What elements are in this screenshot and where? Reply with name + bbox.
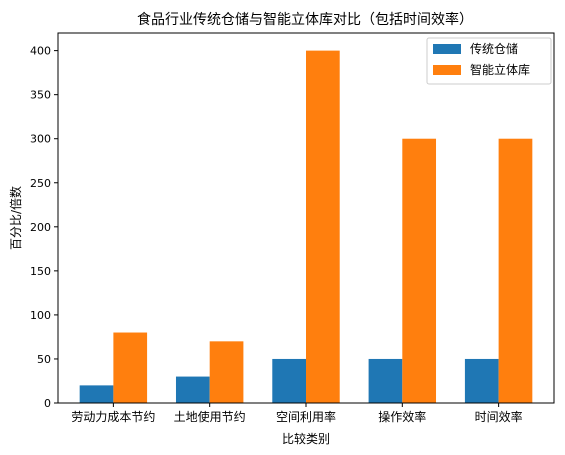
y-axis-label: 百分比/倍数 <box>8 186 23 250</box>
y-tick-label: 300 <box>30 133 51 146</box>
y-tick-label: 50 <box>37 353 51 366</box>
bar-series-1-cat-2 <box>306 50 340 403</box>
y-tick-label: 400 <box>30 45 51 58</box>
bar-series-0-cat-2 <box>272 358 306 403</box>
y-tick-label: 350 <box>30 89 51 102</box>
bar-series-0-cat-4 <box>464 358 499 403</box>
x-tick-label: 土地使用节约 <box>174 409 246 424</box>
legend-swatch-smart <box>433 65 461 75</box>
legend-label-traditional: 传统仓储 <box>470 41 518 56</box>
x-axis-label: 比较类别 <box>282 431 330 446</box>
y-axis: 0 50 100 150 200 250 300 350 400 <box>30 45 58 410</box>
bar-series-0-cat-0 <box>79 385 114 403</box>
bar-series-1-cat-1 <box>209 341 244 403</box>
plot-frame <box>57 32 555 404</box>
legend-swatch-traditional <box>433 44 461 54</box>
bar-series-1-cat-4 <box>498 138 533 403</box>
x-tick-label: 空间利用率 <box>276 409 336 424</box>
x-tick-label: 操作效率 <box>378 409 426 424</box>
y-tick-label: 150 <box>30 265 51 278</box>
legend: 传统仓储 智能立体库 <box>426 37 552 85</box>
chart-title: 食品行业传统仓储与智能立体库对比（包括时间效率） <box>137 11 473 28</box>
y-tick-label: 100 <box>30 309 51 322</box>
y-tick-label: 200 <box>30 221 51 234</box>
y-tick-label: 0 <box>44 397 51 410</box>
bar-series-0-cat-3 <box>368 358 403 403</box>
bars-group <box>79 50 533 403</box>
x-tick-label: 劳动力成本节约 <box>71 409 155 424</box>
bar-series-1-cat-0 <box>113 332 148 403</box>
bar-series-1-cat-3 <box>402 138 437 403</box>
x-axis: 劳动力成本节约 土地使用节约 空间利用率 操作效率 时间效率 <box>71 403 523 424</box>
legend-label-smart: 智能立体库 <box>470 62 530 77</box>
x-tick-label: 时间效率 <box>475 409 523 424</box>
y-tick-label: 250 <box>30 177 51 190</box>
bar-series-0-cat-1 <box>175 376 210 403</box>
